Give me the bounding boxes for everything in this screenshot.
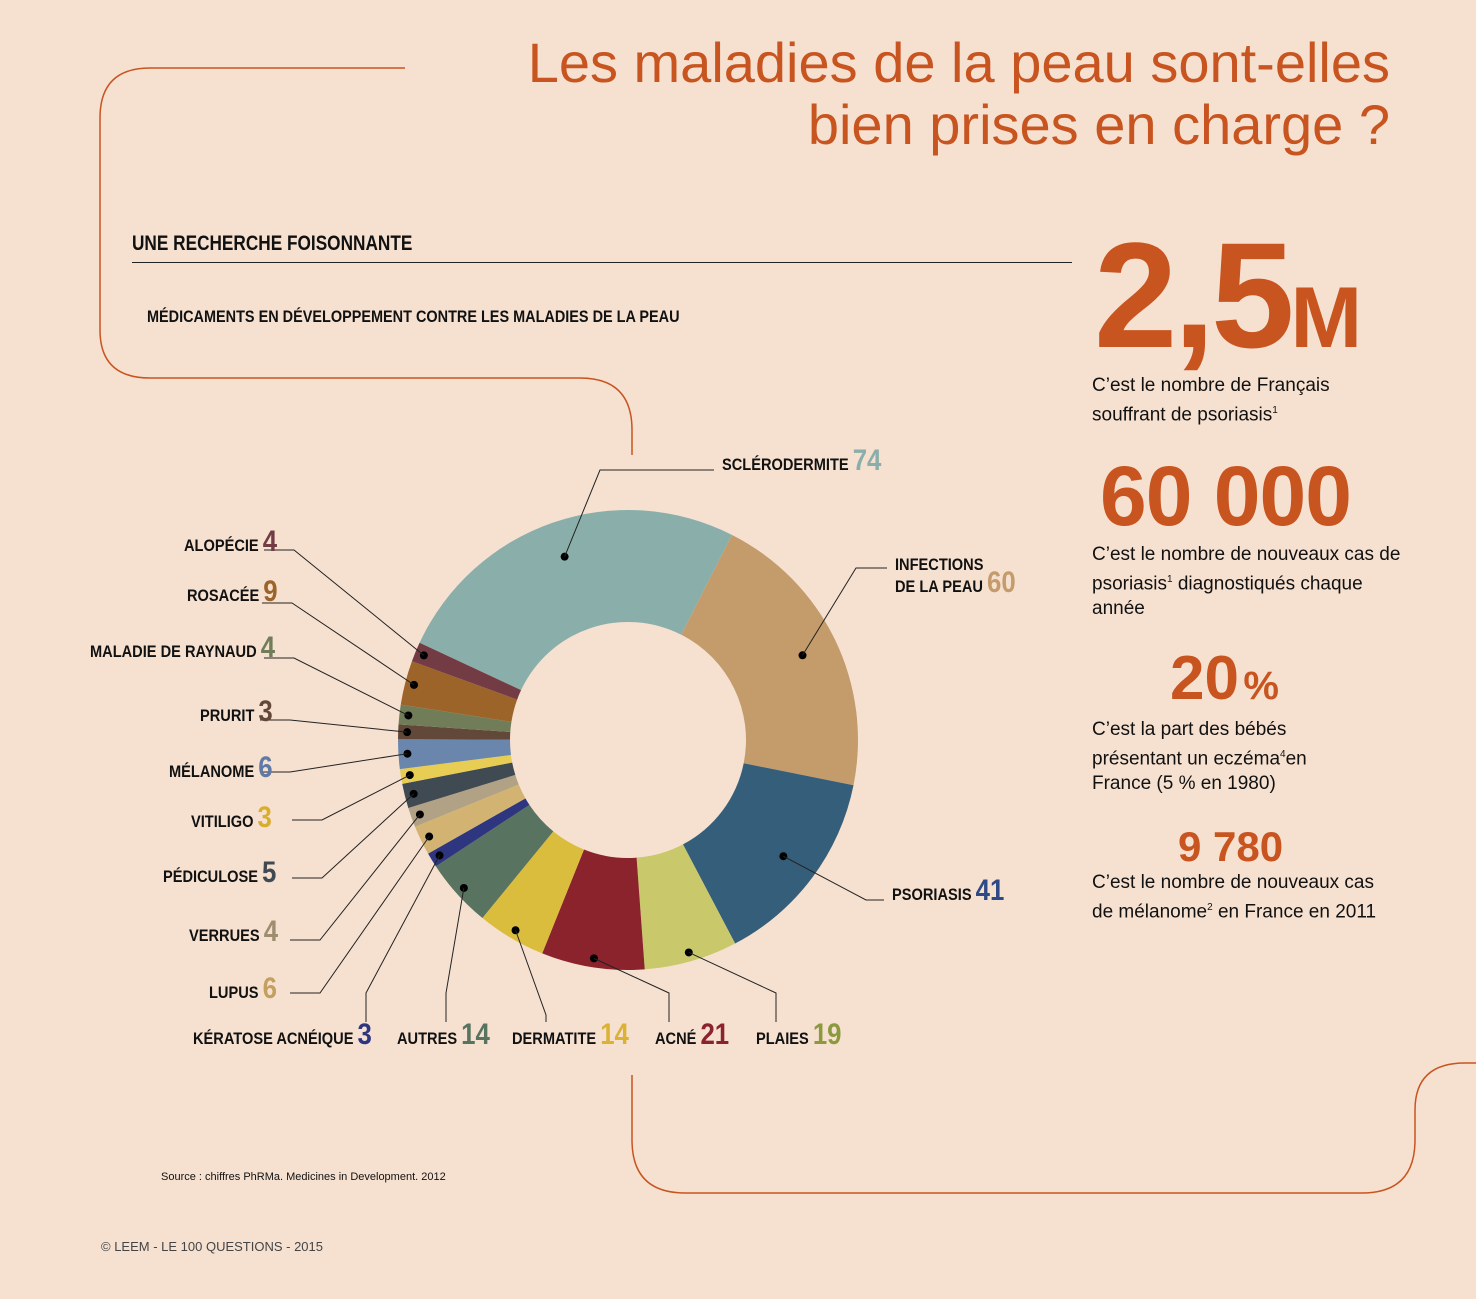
donut-slice-dermatite <box>482 831 584 954</box>
donut-slice-rosacee <box>400 661 518 722</box>
label-acne: ACNÉ 21 <box>655 1017 729 1050</box>
leader-line-lupus <box>290 836 430 994</box>
chart-labels: SCLÉRODERMITE 74 INFECTIONS DE LA PEAU 60 P… <box>90 443 1016 1050</box>
leader-line-rosacee <box>262 602 415 686</box>
section-divider <box>132 262 1072 263</box>
leader-line-pediculose <box>292 793 414 879</box>
stat-text-new-psoriasis-cases: C’est le nombre de nouveaux cas de psori… <box>1092 544 1401 620</box>
donut-slice-sclerodermite <box>419 510 732 691</box>
donut-slice-vitiligo <box>399 754 513 784</box>
footer-copyright: © LEEM - LE 100 QUESTIONS - 2015 <box>101 1239 323 1254</box>
donut-slice-psoriasis <box>682 763 854 944</box>
label-vitiligo: VITILIGO 3 <box>191 800 272 833</box>
label-rosacee: ROSACÉE 9 <box>187 574 278 607</box>
value-infections-de-la-peau: 60 <box>987 565 1016 598</box>
leader-lines <box>260 469 887 1022</box>
stat-value-new-psoriasis-cases: 60 000 <box>1100 449 1352 543</box>
value-verrues: 4 <box>264 914 279 947</box>
label-infections-de-la-peau: INFECTIONS DE LA PEAU 60 <box>895 556 1016 598</box>
leader-line-autres <box>445 887 465 1022</box>
value-sclerodermite: 74 <box>853 443 882 476</box>
leader-line-plaies <box>688 952 777 1022</box>
leader-line-verrues <box>290 814 421 941</box>
leader-line-maladie-de-raynaud <box>264 657 409 716</box>
frame-line-top <box>99 67 633 455</box>
value-prurit: 3 <box>258 694 272 727</box>
title-line-2: bien prises en charge ? <box>807 93 1390 156</box>
stat-value-psoriasis-patients: 2,5M <box>1094 211 1363 379</box>
label-melanome: MÉLANOME 6 <box>169 750 273 783</box>
leader-line-acne <box>593 957 670 1022</box>
value-pediculose: 5 <box>262 855 276 888</box>
donut-slice-verrues <box>408 774 519 827</box>
donut-chart <box>398 510 858 970</box>
source-note: Source : chiffres PhRMa. Medicines in De… <box>161 1171 446 1183</box>
value-alopecie: 4 <box>263 524 278 557</box>
value-melanome: 6 <box>258 750 272 783</box>
label-dermatite: DERMATITE 14 <box>512 1017 629 1050</box>
section-heading: UNE RECHERCHE FOISONNANTE <box>132 232 413 255</box>
leader-line-keratose-acneique <box>365 855 440 1022</box>
title-line-1: Les maladies de la peau sont-elles <box>527 31 1390 94</box>
value-acne: 21 <box>700 1017 729 1050</box>
donut-slice-infections-de-la-peau <box>681 534 858 786</box>
donut-slice-maladie-de-raynaud <box>398 704 512 732</box>
label-psoriasis: PSORIASIS 41 <box>892 873 1004 906</box>
leader-line-alopecie <box>264 549 425 656</box>
donut-slice-plaies <box>636 844 736 970</box>
value-plaies: 19 <box>813 1017 842 1050</box>
label-verrues: VERRUES 4 <box>189 914 278 947</box>
label-plaies: PLAIES 19 <box>756 1017 842 1050</box>
leader-line-sclerodermite <box>564 469 714 557</box>
label-prurit: PRURIT 3 <box>200 694 273 727</box>
stat-value-melanoma-cases: 9 780 <box>1178 823 1284 870</box>
leader-line-vitiligo <box>292 774 411 821</box>
label-lupus: LUPUS 6 <box>209 971 277 1004</box>
value-psoriasis: 41 <box>976 873 1005 906</box>
label-sclerodermite: SCLÉRODERMITE 74 <box>722 443 882 476</box>
stat-value-eczema-babies: 20 % <box>1170 644 1279 713</box>
stat-text-eczema-babies: C’est la part des bébés présentant un ec… <box>1092 719 1307 795</box>
leader-line-dermatite <box>515 930 547 1022</box>
value-autres: 14 <box>461 1017 490 1050</box>
leader-line-infections-de-la-peau <box>802 567 887 656</box>
label-alopecie: ALOPÉCIE 4 <box>184 524 278 557</box>
value-dermatite: 14 <box>600 1017 629 1050</box>
donut-slice-pediculose <box>402 762 516 809</box>
value-maladie-de-raynaud: 4 <box>261 630 276 663</box>
label-autres: AUTRES 14 <box>397 1017 490 1050</box>
page-title: Les maladies de la peau sont-elles bien … <box>380 32 1390 156</box>
donut-slice-acne <box>542 849 645 970</box>
donut-slice-melanome <box>398 739 511 770</box>
donut-slice-prurit <box>398 724 511 740</box>
value-lupus: 6 <box>263 971 277 1004</box>
leader-line-melanome <box>260 753 408 773</box>
leader-line-prurit <box>260 719 408 733</box>
chart-subtitle: MÉDICAMENTS EN DÉVELOPPEMENT CONTRE LES … <box>147 307 680 326</box>
label-maladie-de-raynaud: MALADIE DE RAYNAUD 4 <box>90 630 275 663</box>
leader-line-psoriasis <box>783 855 884 901</box>
stat-text-melanoma-cases: C’est le nombre de nouveaux cas de mélan… <box>1092 872 1377 923</box>
frame-line-bottom <box>631 1062 1476 1194</box>
value-keratose-acneique: 3 <box>358 1017 372 1050</box>
donut-slice-keratose-acneique <box>428 798 530 867</box>
label-pediculose: PÉDICULOSE 5 <box>163 855 276 888</box>
label-keratose-acneique: KÉRATOSE ACNÉIQUE 3 <box>193 1017 372 1050</box>
value-vitiligo: 3 <box>258 800 272 833</box>
stat-text-psoriasis-patients: C’est le nombre de Français souffrant de… <box>1092 375 1330 426</box>
donut-slice-lupus <box>415 784 526 854</box>
value-rosacee: 9 <box>263 574 277 607</box>
donut-slice-alopecie <box>411 642 522 700</box>
